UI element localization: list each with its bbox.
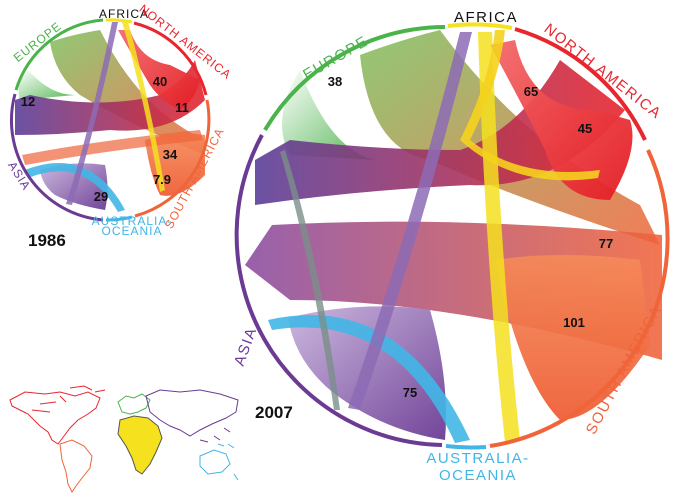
- label-oceania-line1-2007: AUSTRALIA-: [426, 450, 529, 467]
- arc-northamerica: [514, 27, 647, 141]
- arc-southamerica: [489, 149, 670, 448]
- label-oceania-line2-1986: OCEANIA: [101, 224, 162, 238]
- value-na-1986: 40: [153, 74, 167, 89]
- arc-small-africa: [105, 18, 133, 24]
- chord-africa-southamerica: [478, 32, 520, 442]
- arc-oceania: [445, 444, 487, 450]
- world-map-icon: [9, 385, 239, 493]
- diagram-1986: AFRICA EUROPE NORTH AMERICA SOUTH AMERIC…: [5, 2, 234, 250]
- map-asia: [145, 389, 239, 437]
- arc-europe: [263, 25, 446, 132]
- value-europe-2007: 38: [328, 74, 342, 89]
- map-north-america: [9, 391, 101, 445]
- value-southamerica-2007: 101: [563, 315, 585, 330]
- year-2007: 2007: [255, 403, 293, 422]
- chord-europe-oceania: [280, 150, 340, 410]
- chord-small-asia-na: [15, 60, 205, 135]
- chord-africa-asia: [348, 32, 472, 410]
- map-europe: [117, 393, 151, 415]
- arc-small-sa: [134, 99, 211, 218]
- map-north-america-islands: [31, 385, 106, 413]
- arc-small-oceania: [105, 215, 133, 222]
- map-oceania: [199, 449, 231, 475]
- value-asia-1986: 29: [94, 189, 108, 204]
- label-africa-2007: AFRICA: [454, 9, 518, 26]
- value-na-self-1986: 11: [175, 100, 189, 115]
- label-oceania-line1-1986: AUSTRALIA-: [92, 214, 173, 228]
- chord-southamerica-self: [495, 255, 650, 420]
- arc-small-na: [133, 21, 208, 96]
- value-asia-2007: 75: [403, 385, 417, 400]
- label-africa-1986: AFRICA: [99, 7, 149, 21]
- chord-small-asia-sa: [22, 130, 203, 165]
- arc-small-europe: [14, 18, 104, 91]
- value-asia-southamerica-2007: 77: [599, 236, 613, 251]
- label-asia-2007: ASIA: [231, 325, 261, 369]
- chord-small-africa-sa: [122, 22, 165, 192]
- chord-small-europe-self: [18, 70, 75, 100]
- chord-northamerica-self: [490, 40, 633, 200]
- diagram-2007: AFRICA EUROPE NORTH AMERICA SOUTH AMERIC…: [231, 9, 670, 484]
- map-africa: [117, 415, 163, 475]
- chord-oceania: [268, 315, 470, 443]
- map-south-america: [59, 439, 93, 493]
- arc-small-asia: [10, 93, 104, 222]
- value-northamerica-2007: 65: [524, 84, 538, 99]
- value-sa-1986: 34: [163, 147, 178, 162]
- value-europe-1986: 12: [21, 94, 35, 109]
- map-oceania-islands: [217, 443, 239, 481]
- arc-africa: [447, 22, 513, 30]
- value-sa-small-1986: 7.9: [153, 172, 171, 187]
- year-1986: 1986: [28, 231, 66, 250]
- map-asia-islands: [199, 427, 231, 443]
- chord-small-oceania: [25, 163, 125, 212]
- chord-small-africa-asia: [66, 22, 118, 205]
- chord-small-na-self: [118, 30, 200, 110]
- chord-africa-oceania: [460, 30, 600, 181]
- chord-europe-self: [282, 70, 375, 160]
- arc-asia: [234, 134, 443, 447]
- value-northamerica-self-2007: 45: [578, 121, 592, 136]
- label-oceania-line2-2007: OCEANIA: [439, 467, 517, 484]
